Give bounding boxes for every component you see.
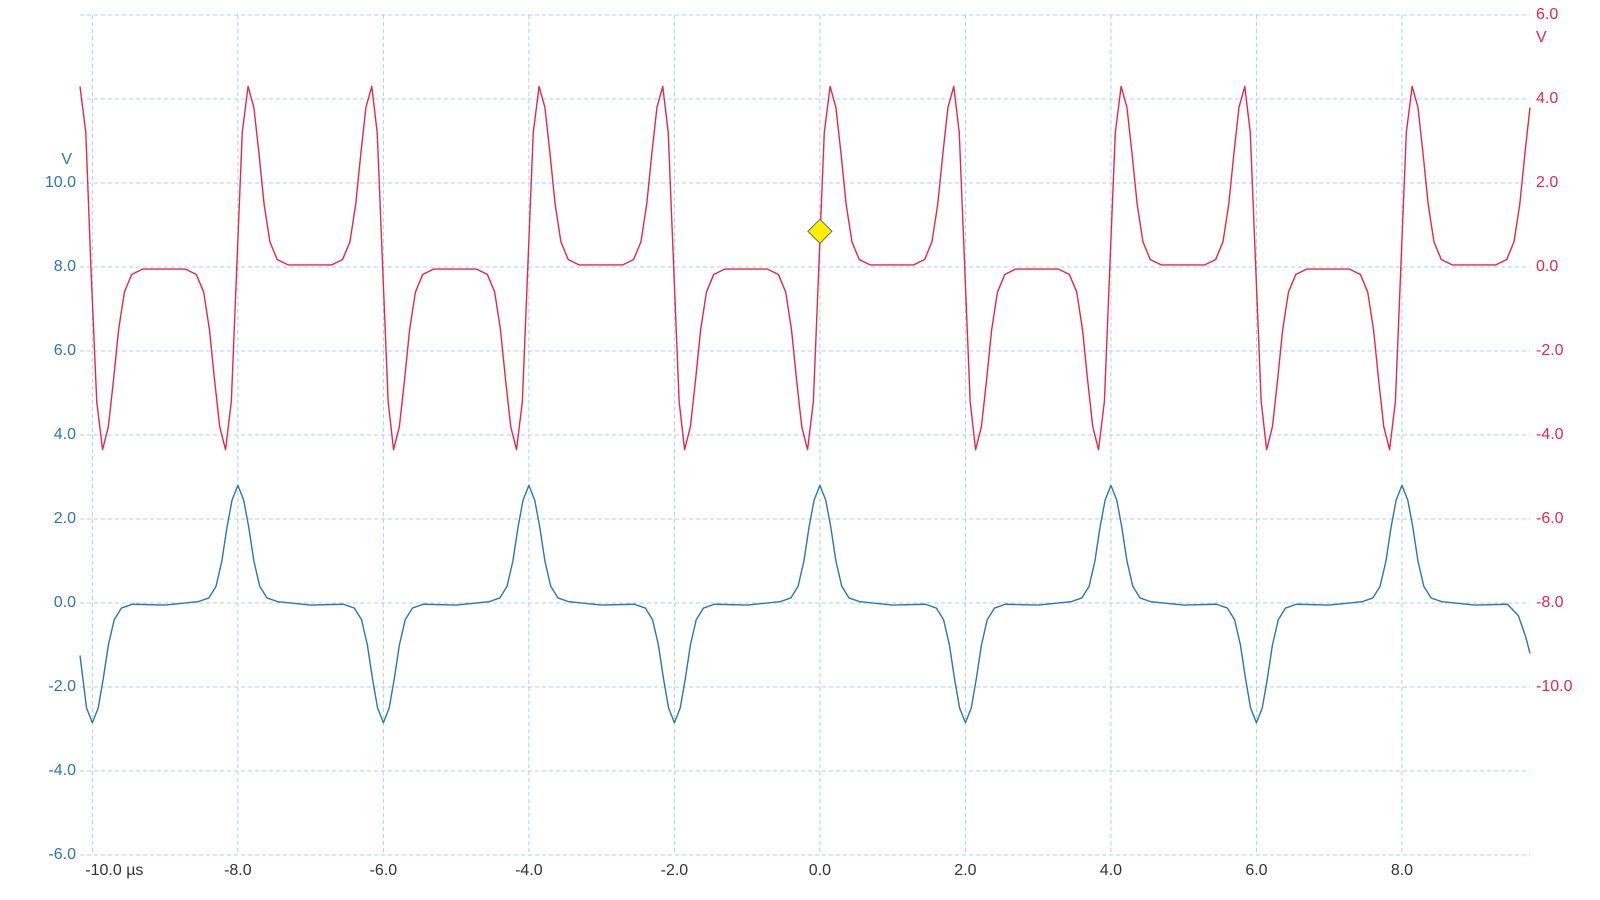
y2-tick-label: -10.0 [1536, 678, 1573, 695]
y-tick-label: -4.0 [48, 762, 76, 779]
x-tick-label: 2.0 [954, 862, 976, 879]
y2-tick-label: -8.0 [1536, 594, 1564, 611]
x-tick-label: 6.0 [1245, 862, 1267, 879]
y2-tick-label: 0.0 [1536, 258, 1558, 275]
x-tick-label: -4.0 [515, 862, 543, 879]
y2-tick-label: -4.0 [1536, 426, 1564, 443]
x-tick-label: -6.0 [370, 862, 398, 879]
y-axis-unit: V [61, 151, 72, 168]
y-tick-label: -6.0 [48, 846, 76, 863]
x-tick-label: 8.0 [1391, 862, 1413, 879]
y2-axis-unit: V [1536, 29, 1547, 46]
y2-tick-label: 4.0 [1536, 90, 1558, 107]
y2-tick-label: -6.0 [1536, 510, 1564, 527]
x-tick-label: -10.0 µs [85, 862, 143, 879]
y-tick-label: 6.0 [54, 342, 76, 359]
signal-trace [79, 484, 1531, 724]
y2-tick-label: 2.0 [1536, 174, 1558, 191]
x-tick-label: 4.0 [1100, 862, 1122, 879]
y-tick-label: 8.0 [54, 258, 76, 275]
y-tick-label: 10.0 [45, 174, 76, 191]
signal-trace [79, 85, 1531, 451]
x-tick-label: 0.0 [809, 862, 831, 879]
y2-tick-label: -2.0 [1536, 342, 1564, 359]
y-tick-label: -2.0 [48, 678, 76, 695]
y2-tick-label: 6.0 [1536, 6, 1558, 23]
y-tick-label: 0.0 [54, 594, 76, 611]
y-tick-label: 4.0 [54, 426, 76, 443]
x-tick-label: -8.0 [224, 862, 252, 879]
x-tick-label: -2.0 [661, 862, 689, 879]
y-tick-label: 2.0 [54, 510, 76, 527]
trigger-marker [807, 218, 833, 245]
